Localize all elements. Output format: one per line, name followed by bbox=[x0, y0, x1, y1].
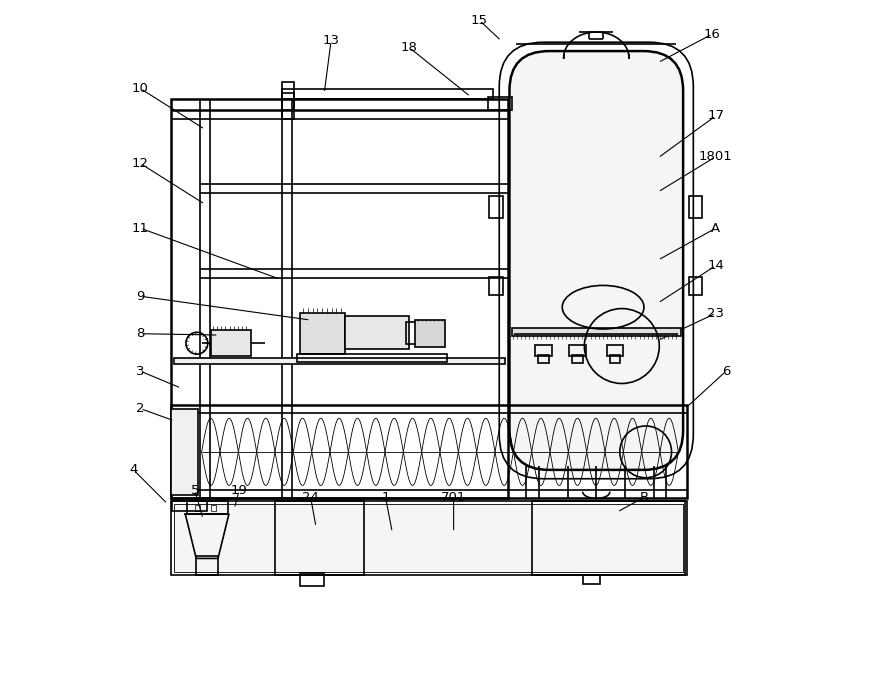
Bar bbox=[345, 316, 409, 349]
Bar bbox=[275, 501, 363, 575]
Bar bbox=[572, 355, 583, 363]
Text: 3: 3 bbox=[136, 364, 144, 378]
Text: 24: 24 bbox=[302, 490, 319, 504]
Text: 6: 6 bbox=[722, 364, 730, 378]
Text: 13: 13 bbox=[323, 34, 340, 48]
Bar bbox=[210, 505, 216, 511]
Text: B: B bbox=[640, 490, 649, 504]
Text: 5: 5 bbox=[191, 484, 199, 497]
Bar bbox=[171, 99, 508, 498]
Bar bbox=[607, 345, 623, 356]
Text: 16: 16 bbox=[704, 27, 721, 41]
Bar bbox=[300, 573, 324, 586]
Bar bbox=[511, 328, 681, 336]
Bar bbox=[171, 501, 686, 575]
Bar bbox=[406, 322, 418, 344]
Bar bbox=[610, 355, 620, 363]
Bar bbox=[171, 409, 198, 495]
Bar bbox=[174, 504, 683, 572]
Text: 11: 11 bbox=[132, 221, 149, 235]
Bar bbox=[569, 345, 586, 356]
Bar bbox=[689, 196, 701, 218]
Bar bbox=[210, 330, 252, 356]
FancyBboxPatch shape bbox=[510, 51, 683, 470]
Bar bbox=[489, 196, 503, 218]
Bar bbox=[583, 575, 600, 584]
Bar bbox=[535, 345, 552, 356]
Bar bbox=[171, 405, 686, 498]
Text: 14: 14 bbox=[708, 259, 724, 272]
Bar bbox=[414, 320, 445, 347]
Text: 23: 23 bbox=[708, 306, 724, 320]
Text: 9: 9 bbox=[136, 289, 144, 303]
Text: 12: 12 bbox=[132, 157, 149, 170]
Bar bbox=[174, 358, 505, 364]
Bar bbox=[488, 97, 511, 110]
Text: 2: 2 bbox=[136, 402, 144, 415]
Bar bbox=[187, 501, 228, 514]
Text: 4: 4 bbox=[129, 463, 138, 477]
Text: A: A bbox=[711, 221, 721, 235]
Bar bbox=[196, 556, 218, 575]
Text: 701: 701 bbox=[441, 490, 466, 504]
Bar bbox=[282, 93, 294, 119]
Text: 1: 1 bbox=[381, 490, 390, 504]
Bar bbox=[194, 505, 201, 511]
Bar bbox=[297, 354, 447, 362]
Bar bbox=[538, 355, 549, 363]
Bar bbox=[282, 82, 294, 110]
Bar bbox=[300, 313, 345, 354]
Bar bbox=[282, 89, 493, 99]
Bar bbox=[532, 501, 686, 575]
Bar bbox=[172, 501, 207, 511]
Text: 15: 15 bbox=[471, 14, 488, 27]
Text: 1801: 1801 bbox=[699, 150, 733, 163]
Text: 18: 18 bbox=[401, 41, 418, 54]
Text: 8: 8 bbox=[136, 327, 144, 340]
Text: 19: 19 bbox=[231, 484, 247, 497]
Bar bbox=[489, 277, 503, 294]
Text: 17: 17 bbox=[708, 109, 724, 123]
Text: 10: 10 bbox=[132, 82, 149, 95]
Bar bbox=[689, 277, 701, 294]
